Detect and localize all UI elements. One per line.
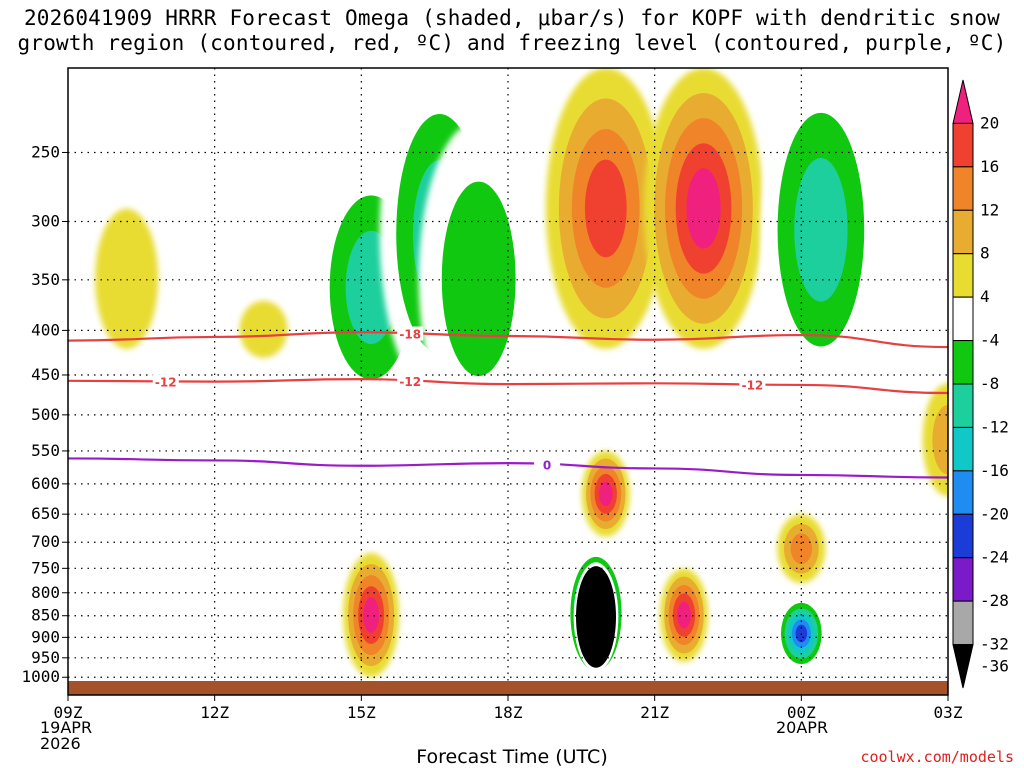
colorbar-label: -32: [980, 635, 1009, 654]
omega-contour-fill: [598, 481, 613, 507]
x-sublabel-next-date: 20APR: [776, 720, 828, 736]
y-tick-label: 700: [31, 532, 60, 551]
colorbar-swatch: [952, 470, 974, 515]
omega-contour-fill: [790, 533, 812, 565]
y-axis: 250 300 350 400 450 500 550 600 650 700 750 800 850 9…: [21, 142, 68, 686]
colorbar-swatch: [952, 122, 974, 168]
x-tick-label: 12Z: [200, 703, 229, 722]
colorbar-label: -24: [980, 548, 1009, 567]
colorbar-label: -20: [980, 504, 1009, 523]
colorbar-swatch: [952, 600, 974, 646]
colorbar-swatch: [952, 209, 974, 255]
colorbar-swatch: [952, 383, 974, 428]
colorbar-swatch: [952, 340, 974, 385]
omega-extreme-core: [575, 566, 617, 668]
contour-line: [67, 457, 949, 479]
contour-line: [67, 331, 949, 349]
contour-label-bg: [397, 373, 424, 388]
colorbar-swatch: [952, 513, 974, 559]
colorbar-swatch: [952, 166, 974, 211]
colorbar-swatch: [952, 557, 974, 602]
contour-label-bg: [152, 374, 179, 389]
x-tick-label: 15Z: [347, 703, 376, 722]
title-line-1: 2026041909 HRRR Forecast Omega (shaded, …: [23, 6, 1001, 30]
omega-contour-fill: [794, 157, 848, 302]
contour-label-bg: [397, 326, 424, 341]
ground-surface: [68, 681, 948, 695]
y-tick-label: 1000: [21, 667, 60, 686]
colorbar-swatch: [952, 426, 974, 472]
contour-line: [67, 378, 949, 395]
contour-label: -12: [399, 375, 421, 389]
colorbar-swatch: [952, 253, 974, 298]
contour-label-bg: [534, 457, 561, 472]
y-tick-label: 600: [31, 474, 60, 493]
contour-lines: -18 -12 -12 -12 0: [67, 326, 949, 479]
colorbar-cap-bottom: [952, 644, 974, 689]
y-tick-label: 750: [31, 558, 60, 577]
omega-contour-fill: [363, 597, 380, 633]
x-sublabel-year: 2026: [40, 734, 81, 753]
colorbar-label: -8: [980, 374, 999, 393]
colorbar-label: 8: [980, 244, 990, 263]
y-tick-label: 850: [31, 606, 60, 625]
omega-contour-fill: [677, 601, 691, 629]
colorbar-label: -12: [980, 417, 1009, 436]
omega-contour-fill: [441, 181, 516, 377]
y-tick-label: 950: [31, 648, 60, 667]
contour-label: -18: [399, 328, 421, 342]
x-tick-label: 09Z: [54, 703, 83, 722]
x-tick-label: 00Z: [787, 703, 816, 722]
colorbar-label: 12: [980, 200, 999, 219]
x-tick-label: 21Z: [640, 703, 669, 722]
x-axis-label: Forecast Time (UTC): [416, 746, 608, 768]
colorbar-label: -28: [980, 591, 1009, 610]
colorbar-label: -4: [980, 331, 999, 350]
omega-contour-fill: [932, 405, 948, 475]
x-sublabel-day-2: 20APR: [776, 718, 829, 737]
colorbar-label: 4: [980, 287, 990, 306]
x-tick-label: 03Z: [934, 703, 963, 722]
y-tick-label: 250: [31, 142, 60, 161]
colorbar-label: 16: [980, 157, 999, 176]
colorbar-label: -16: [980, 461, 1009, 480]
y-tick-label: 550: [31, 441, 60, 460]
colorbar-label: 20: [980, 113, 999, 132]
x-sublabel-day: 19APR: [40, 718, 93, 737]
omega-contour-fill: [686, 168, 721, 249]
x-axis: 09Z 12Z 15Z 18Z 21Z 00Z 03Z: [54, 695, 963, 722]
y-tick-label: 350: [31, 270, 60, 289]
colorbar-cap-top: [952, 79, 974, 124]
colorbar: 20 16 12 8 4 -4 -8 -12 -16 -20 -24 -28 -32 -36: [952, 79, 1009, 689]
y-tick-label: 900: [31, 627, 60, 646]
site-credit: coolwx.com/models: [860, 748, 1014, 766]
omega-field: [95, 68, 948, 678]
contour-label: -12: [155, 375, 177, 389]
title-line-2: growth region (contoured, red, ºC) and f…: [17, 31, 1007, 55]
y-tick-label: 500: [31, 405, 60, 424]
chart-title: 2026041909 HRRR Forecast Omega (shaded, …: [0, 6, 1024, 56]
omega-contour-fill: [584, 159, 627, 258]
contour-label: 0: [543, 459, 551, 473]
y-tick-label: 450: [31, 365, 60, 384]
x-sublabel-start-date: 19APR 2026: [40, 720, 92, 752]
colorbar-label: -36: [980, 656, 1009, 675]
y-tick-label: 400: [31, 320, 60, 339]
contour-label: -12: [742, 378, 764, 392]
y-tick-label: 300: [31, 211, 60, 230]
x-tick-label: 18Z: [494, 703, 523, 722]
omega-contour-fill: [239, 300, 288, 358]
grid-lines: [68, 68, 948, 681]
omega-contour-fill: [95, 208, 159, 349]
colorbar-swatch: [952, 296, 974, 342]
y-tick-label: 650: [31, 504, 60, 523]
y-tick-label: 800: [31, 583, 60, 602]
contour-label-bg: [739, 377, 766, 392]
